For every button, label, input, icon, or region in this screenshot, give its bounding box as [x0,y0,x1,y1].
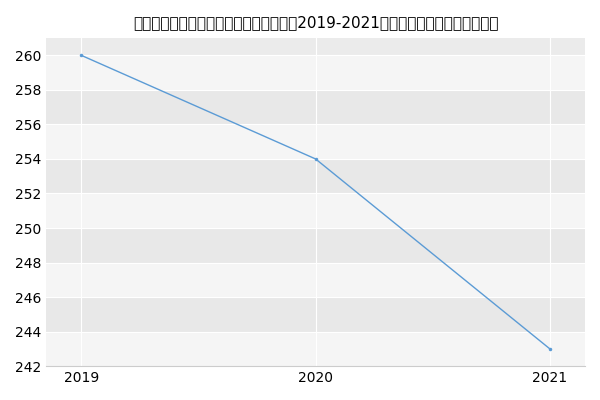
Bar [46,55,585,90]
Title: 内蒙古工业大学土木工程学院土木工程（2019-2021历年复试）研究生录取分数线: 内蒙古工业大学土木工程学院土木工程（2019-2021历年复试）研究生录取分数线 [133,15,499,30]
Bar [46,228,585,262]
Bar [46,332,585,366]
Bar [46,262,585,297]
Bar [46,297,585,332]
Bar [46,159,585,194]
Bar [46,124,585,159]
Bar [46,194,585,228]
Bar [46,90,585,124]
